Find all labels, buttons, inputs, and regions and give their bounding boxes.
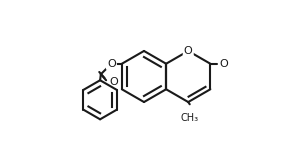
Text: O: O bbox=[219, 59, 228, 69]
Text: O: O bbox=[184, 46, 193, 56]
Text: CH₃: CH₃ bbox=[181, 113, 199, 123]
Text: O: O bbox=[109, 77, 118, 87]
Text: O: O bbox=[107, 59, 116, 69]
Text: O: O bbox=[107, 59, 116, 69]
Text: O: O bbox=[184, 46, 193, 56]
